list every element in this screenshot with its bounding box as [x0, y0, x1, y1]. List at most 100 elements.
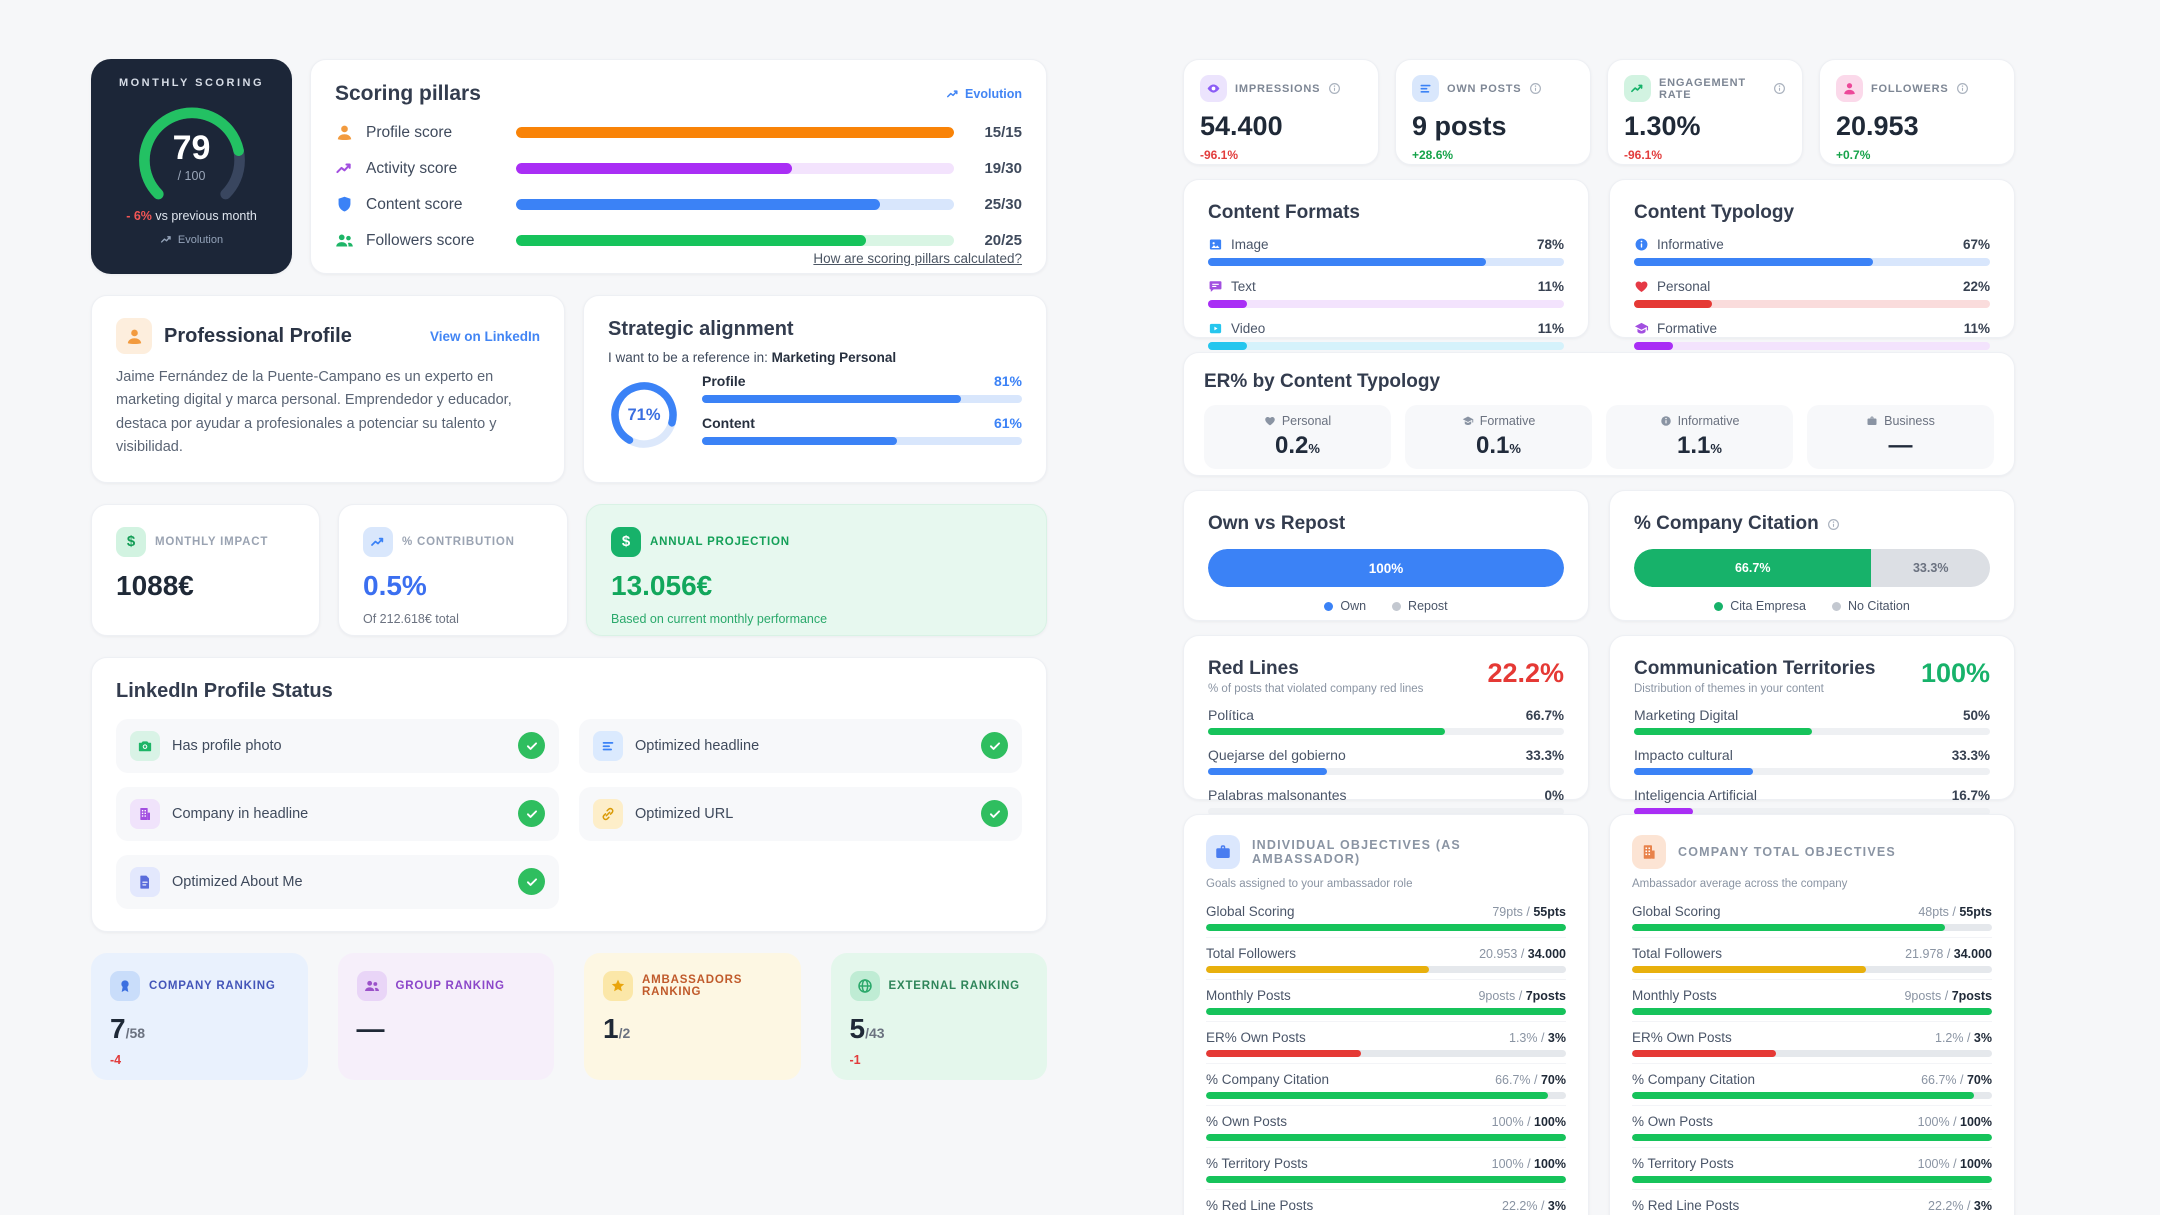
- er-cell-informative: Informative 1.1%: [1606, 405, 1793, 469]
- external-rank-delta: -1: [849, 1052, 861, 1067]
- objective-row: % Red Line Posts 22.2% / 3%: [1632, 1189, 1992, 1215]
- red-lines-headline: 22.2%: [1487, 658, 1564, 688]
- status-item-company: Company in headline: [116, 786, 559, 841]
- monthly-scoring-card: MONTHLY SCORING 79 / 100 - 6% vs previou…: [91, 59, 292, 274]
- strategic-alignment-card: Strategic alignment I want to be a refer…: [583, 295, 1047, 483]
- ambassadors-rank-delta: [603, 1053, 782, 1068]
- trend-icon: [160, 233, 173, 246]
- info-icon[interactable]: [1827, 518, 1840, 531]
- impact-row: $ MONTHLY IMPACT 1088€ % CONTRIBUTION 0.…: [91, 503, 1047, 636]
- professional-profile-card: Professional Profile View on LinkedIn Ja…: [91, 295, 565, 483]
- status-item-photo: Has profile photo: [116, 718, 559, 773]
- territory-row-cultural: Impacto cultural 33.3%: [1634, 747, 1990, 775]
- objective-row: % Company Citation 66.7% / 70%: [1206, 1063, 1566, 1099]
- reference-focus: Marketing Personal: [771, 350, 897, 365]
- objective-row: Monthly Posts 9posts / 7posts: [1206, 979, 1566, 1015]
- status-item-about: Optimized About Me: [116, 854, 559, 909]
- group-rank-delta: [357, 1053, 536, 1068]
- info-icon[interactable]: [1956, 82, 1969, 95]
- video-icon: [1208, 321, 1223, 336]
- company-rank-value: 7: [110, 1012, 126, 1044]
- text-lines-icon: [600, 738, 616, 754]
- info-icon[interactable]: [1773, 82, 1786, 95]
- evolution-link[interactable]: Evolution: [946, 87, 1022, 101]
- objective-row: % Own Posts 100% / 100%: [1206, 1105, 1566, 1141]
- legend-no-citation: No Citation: [1831, 599, 1910, 613]
- rankings-row: COMPANY RANKING 7/58 -4 GROUP RANKING — …: [91, 952, 1047, 1080]
- info-icon: [1634, 237, 1649, 252]
- format-row-video: Video 11%: [1208, 321, 1564, 350]
- camera-icon: [137, 738, 153, 754]
- pillar-row-followers: Followers score 20/25: [335, 231, 1022, 250]
- view-on-linkedin-link[interactable]: View on LinkedIn: [429, 328, 540, 344]
- followers-value: 20.953: [1836, 111, 1919, 141]
- objective-row: ER% Own Posts 1.3% / 3%: [1206, 1021, 1566, 1057]
- territory-row-marketing: Marketing Digital 50%: [1634, 707, 1990, 735]
- status-item-headline: Optimized headline: [579, 718, 1022, 773]
- strategic-alignment-title: Strategic alignment: [608, 318, 794, 340]
- typology-row-personal: Personal 22%: [1634, 279, 1990, 308]
- dollar-icon: $: [116, 526, 146, 557]
- own-posts-kpi-card: OWN POSTS 9 posts +28.6%: [1395, 59, 1591, 165]
- graduation-cap-icon: [1462, 415, 1474, 427]
- trend-icon: [1630, 81, 1645, 96]
- document-icon: [137, 874, 153, 890]
- company-objectives-card: COMPANY TOTAL OBJECTIVES Ambassador aver…: [1609, 814, 2015, 1215]
- award-icon: [117, 978, 133, 994]
- dollar-icon: $: [611, 526, 641, 557]
- alignment-bar-profile: Profile 81%: [702, 373, 1022, 403]
- contribution-value: 0.5%: [363, 569, 427, 601]
- profile-bio: Jaime Fernández de la Puente-Campano es …: [116, 369, 512, 456]
- objective-row: % Red Line Posts 22.2% / 3%: [1206, 1189, 1566, 1215]
- er-cell-business: Business —: [1807, 405, 1994, 469]
- building-icon: [1640, 843, 1658, 861]
- ambassadors-rank-value: 1: [603, 1012, 619, 1044]
- star-icon: [610, 978, 626, 994]
- own-posts-value: 9 posts: [1412, 111, 1507, 141]
- monthly-scoring-title: MONTHLY SCORING: [118, 77, 265, 89]
- monthly-impact-value: 1088€: [116, 569, 194, 601]
- person-icon: [1842, 81, 1857, 96]
- person-icon: [125, 327, 144, 346]
- image-icon: [1208, 237, 1223, 252]
- person-icon: [335, 123, 354, 142]
- legend-repost: Repost: [1392, 599, 1448, 613]
- pillars-help-link[interactable]: How are scoring pillars calculated?: [813, 251, 1022, 266]
- posts-icon: [1418, 81, 1433, 96]
- objective-row: Total Followers 20.953 / 34.000: [1206, 937, 1566, 973]
- info-icon[interactable]: [1328, 82, 1341, 95]
- briefcase-icon: [1214, 843, 1232, 861]
- info-icon[interactable]: [1529, 82, 1542, 95]
- individual-objectives-card: INDIVIDUAL OBJECTIVES (AS AMBASSADOR) Go…: [1183, 814, 1589, 1215]
- contribution-card: % CONTRIBUTION 0.5% Of 212.618€ total: [338, 503, 568, 636]
- format-row-image: Image 78%: [1208, 237, 1564, 266]
- evolution-link-dark[interactable]: Evolution: [160, 233, 223, 246]
- kpi-row: IMPRESSIONS 54.400 -96.1% OWN POSTS 9 po…: [1183, 59, 2015, 165]
- check-icon: [518, 732, 545, 760]
- status-item-url: Optimized URL: [579, 786, 1022, 841]
- left-column: MONTHLY SCORING 79 / 100 - 6% vs previou…: [91, 59, 1047, 1215]
- objective-row: Global Scoring 48pts / 55pts: [1632, 896, 1992, 931]
- people-icon: [364, 978, 380, 994]
- followers-kpi-card: FOLLOWERS 20.953 +0.7%: [1819, 59, 2015, 165]
- content-typology-card: Content Typology Informative 67% Personal…: [1609, 179, 2015, 350]
- trend-icon: [370, 534, 386, 550]
- objective-row: % Territory Posts 100% / 100%: [1632, 1147, 1992, 1183]
- territory-row-ia: Inteligencia Artificial 16.7%: [1634, 787, 1990, 815]
- scoring-pillars-title: Scoring pillars: [335, 82, 481, 105]
- annual-projection-card: $ ANNUAL PROJECTION 13.056€ Based on cur…: [586, 503, 1047, 636]
- professional-profile-title: Professional Profile: [164, 324, 352, 347]
- engagement-rate-kpi-card: ENGAGEMENT RATE 1.30% -96.1%: [1607, 59, 1803, 165]
- briefcase-icon: [1866, 415, 1878, 427]
- group-ranking-card: GROUP RANKING —: [337, 952, 554, 1080]
- eye-icon: [1206, 81, 1221, 96]
- er-cell-formative: Formative 0.1%: [1405, 405, 1592, 469]
- link-icon: [600, 806, 616, 822]
- objective-row: Total Followers 21.978 / 34.000: [1632, 937, 1992, 973]
- profile-row: Professional Profile View on LinkedIn Ja…: [91, 295, 1047, 483]
- trend-icon: [335, 159, 354, 178]
- content-formats-card: Content Formats Image 78% Text 11% Video 11…: [1183, 179, 1589, 350]
- objective-row: Global Scoring 79pts / 55pts: [1206, 896, 1566, 931]
- scoring-row: MONTHLY SCORING 79 / 100 - 6% vs previou…: [91, 59, 1047, 274]
